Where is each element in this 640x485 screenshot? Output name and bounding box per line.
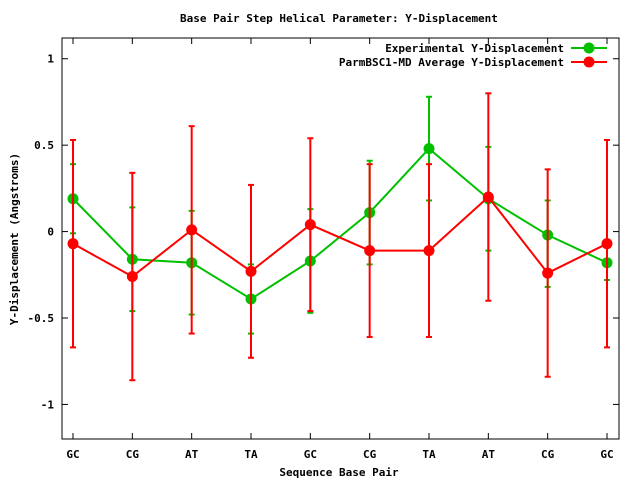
y-tick-label: -0.5 (28, 312, 55, 325)
data-point (245, 265, 257, 277)
legend-swatch-marker (583, 42, 595, 54)
chart-title: Base Pair Step Helical Parameter: Y-Disp… (180, 12, 498, 25)
data-point (542, 267, 554, 279)
data-point (67, 238, 79, 250)
x-tick-label: TA (244, 448, 258, 461)
x-ticks: GC CG AT TA GC CG TA AT CG GC (66, 38, 614, 461)
x-tick-label: GC (304, 448, 317, 461)
data-point (186, 224, 198, 236)
legend-swatch-marker (583, 56, 595, 68)
data-point (364, 245, 376, 257)
x-tick-label: GC (600, 448, 613, 461)
x-tick-label: GC (66, 448, 79, 461)
data-point (423, 245, 435, 257)
y-tick-label: 0 (47, 226, 54, 239)
data-point (304, 219, 316, 231)
data-point (482, 191, 494, 203)
y-tick-label: 0.5 (34, 139, 54, 152)
data-point (601, 238, 613, 250)
x-tick-label: CG (363, 448, 377, 461)
y-axis-label: Y-Displacement (Angstroms) (8, 153, 21, 325)
data-point (423, 143, 435, 155)
series-2 (67, 92, 613, 382)
series-line (72, 147, 608, 301)
x-tick-label: CG (126, 448, 140, 461)
series-1 (67, 95, 613, 335)
x-tick-label: CG (541, 448, 555, 461)
legend-label: ParmBSC1-MD Average Y-Displacement (339, 56, 564, 69)
y-tick-label: -1 (41, 398, 55, 411)
series-line (72, 195, 608, 278)
y-tick-label: 1 (47, 53, 54, 66)
plot-frame (61, 37, 620, 440)
series-layer (67, 92, 613, 382)
x-tick-label: AT (482, 448, 496, 461)
x-tick-label: AT (185, 448, 199, 461)
data-point (126, 271, 138, 283)
y-ticks: -1 -0.5 0 0.5 1 (28, 53, 619, 411)
legend-label: Experimental Y-Displacement (385, 42, 564, 55)
x-tick-label: TA (422, 448, 436, 461)
x-axis-label: Sequence Base Pair (279, 466, 399, 479)
